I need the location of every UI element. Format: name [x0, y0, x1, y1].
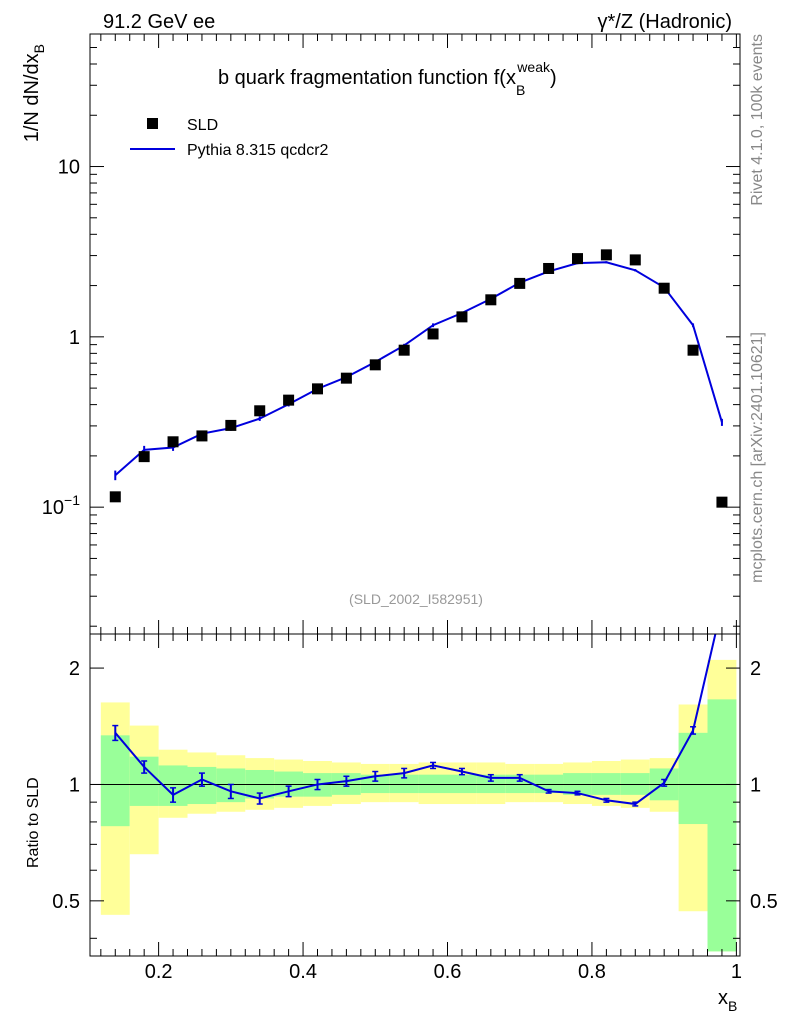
data-point-sld — [514, 277, 526, 289]
ratio-y-tick-label: 1 — [69, 774, 80, 796]
x-tick-label: 0.2 — [145, 961, 173, 983]
data-point-sld — [687, 344, 699, 356]
ratio-band-inner — [360, 774, 390, 794]
mc-curve-ratio — [114, 634, 717, 806]
ratio-band-inner — [418, 774, 448, 794]
ratio-y-axis-label: Ratio to SLD — [25, 777, 42, 868]
ratio-frame — [89, 633, 741, 957]
data-point-sld — [340, 372, 352, 384]
data-point-sld — [225, 419, 237, 431]
legend-mc-label: Pythia 8.315 qcdcr2 — [187, 142, 329, 159]
ratio-band-inner — [476, 774, 506, 794]
legend-data-marker — [147, 118, 158, 129]
data-point-sld — [312, 383, 323, 395]
ratio-y-tick-label: 0.5 — [52, 891, 80, 913]
main-y-tick-label: 10−1 — [42, 492, 80, 519]
data-point-sld — [629, 254, 641, 266]
ratio-y-tick-label-right: 2 — [750, 658, 761, 680]
data-point-sld — [196, 430, 208, 442]
mcplots-reference-label: mcplots.cern.ch [arXiv:2401.10621] — [749, 332, 766, 583]
main-axis-ticks: 10 1 10−1 — [42, 33, 740, 634]
x-tick-label: 1 — [731, 961, 742, 983]
main-y-tick-label: 1 — [69, 327, 80, 349]
ratio-band-inner — [505, 774, 535, 794]
data-point-sld — [485, 294, 497, 306]
ratio-band-inner — [389, 774, 419, 794]
main-panel: 10 1 10−1 b quark fragmentation function f… — [21, 33, 741, 635]
main-y-tick-label: 10 — [58, 157, 80, 179]
x-tick-label: 0.8 — [578, 961, 606, 983]
data-point-sld — [254, 405, 266, 417]
data-point-sld — [600, 249, 612, 261]
legend-data-label: SLD — [187, 117, 218, 134]
ratio-band-inner — [100, 735, 130, 827]
energy-label: 91.2 GeV ee — [103, 11, 215, 33]
main-y-axis-label: 1/N dN/dxB — [21, 44, 47, 142]
data-point-sld — [456, 311, 468, 323]
ratio-panel: 2 2 1 1 0.5 0.5 0.2 0.4 0.6 0.8 1 Ratio to SLD xB — [25, 633, 778, 1014]
data-point-sld — [716, 496, 728, 508]
data-point-sld — [283, 394, 295, 406]
ratio-band-inner — [447, 774, 477, 794]
ratio-band-inner — [678, 732, 708, 825]
ratio-uncertainty-bands — [100, 659, 737, 952]
data-series-main — [109, 249, 728, 508]
ratio-axis-ticks: 2 2 1 1 0.5 0.5 0.2 0.4 0.6 0.8 1 — [52, 634, 778, 983]
data-point-sld — [109, 491, 121, 503]
ratio-y-tick-label-right: 1 — [750, 774, 761, 796]
x-axis-label: xB — [718, 987, 737, 1014]
x-tick-label: 0.6 — [434, 961, 462, 983]
mc-series-main — [114, 261, 723, 481]
legend: SLD Pythia 8.315 qcdcr2 — [130, 117, 329, 159]
data-point-sld — [167, 436, 179, 448]
data-point-sld — [427, 328, 439, 340]
rivet-version-label: Rivet 4.1.0, 100k events — [749, 34, 766, 206]
data-point-sld — [543, 262, 555, 274]
data-point-sld — [138, 451, 150, 463]
ratio-band-inner — [707, 699, 737, 952]
ratio-y-tick-label-right: 0.5 — [750, 891, 778, 913]
data-point-sld — [658, 282, 670, 294]
analysis-id-label: (SLD_2002_I582951) — [349, 591, 483, 607]
data-point-sld — [398, 344, 410, 356]
mc-series-ratio — [112, 634, 717, 807]
main-title: b quark fragmentation function f(xBweak) — [218, 59, 557, 98]
process-label: γ*/Z (Hadronic) — [598, 11, 732, 33]
mc-curve-main — [114, 261, 723, 476]
x-tick-label: 0.4 — [289, 961, 317, 983]
ratio-y-tick-label: 2 — [69, 658, 80, 680]
data-point-sld — [572, 253, 583, 265]
data-point-sld — [369, 359, 381, 371]
